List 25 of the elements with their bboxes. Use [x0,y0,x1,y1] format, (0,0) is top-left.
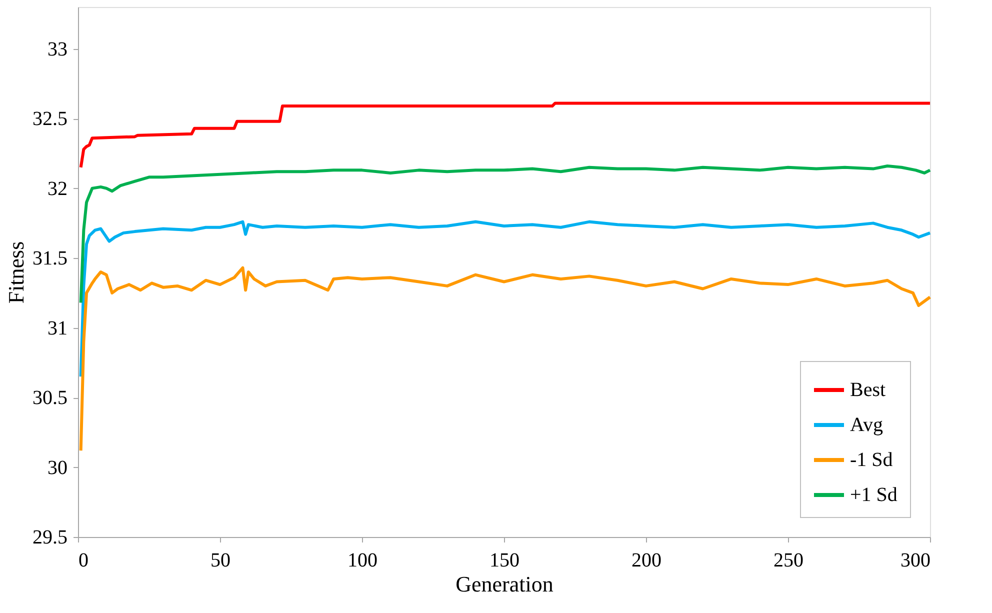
legend-label: -1 Sd [850,449,893,471]
y-tick-label: 32 [48,178,68,200]
line-series [79,102,932,169]
x-tick-label: 250 [774,550,804,572]
legend-label: Avg [850,414,883,436]
y-tick-label: 30.5 [32,387,68,410]
y-tick-label: 31.5 [32,248,68,270]
x-axis-title: Generation [456,572,554,596]
x-tick-label: 50 [210,550,230,572]
x-tick-label: 0 [78,550,88,572]
legend-label: Best [850,379,886,401]
y-tick-label: 33 [48,38,68,60]
y-tick-label: 30 [48,456,68,479]
legend-label: +1 Sd [850,484,898,506]
y-tick-label: 31 [48,317,68,340]
x-tick-label: 100 [348,550,378,572]
x-tick-label: 150 [490,550,520,572]
x-tick-label: 300 [900,550,930,572]
y-tick-label: 32.5 [32,108,68,130]
line-series [79,220,932,378]
y-tick-label: 29.5 [32,526,68,548]
line-series [79,266,932,452]
y-axis-title: Fitness [4,241,28,304]
line-series [79,164,932,304]
x-tick-label: 200 [632,550,662,572]
